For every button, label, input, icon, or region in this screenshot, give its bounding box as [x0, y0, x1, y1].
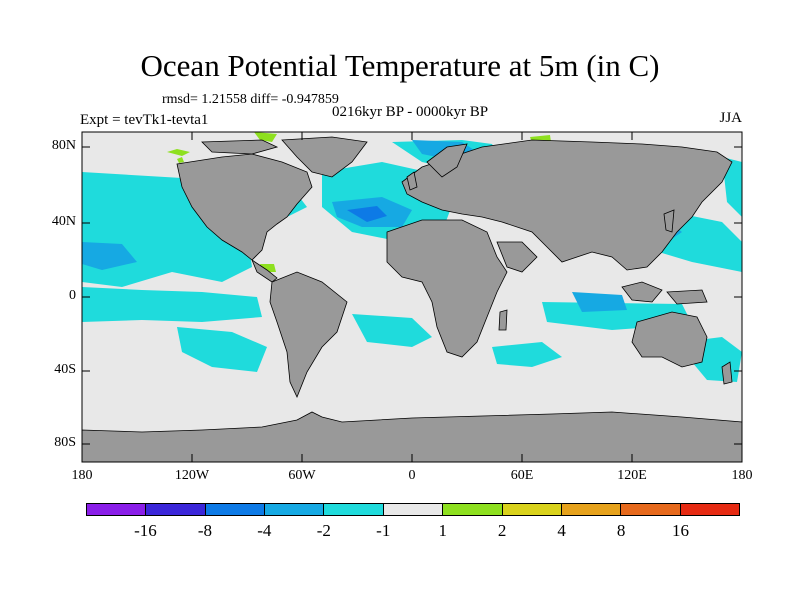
lon-ticks: [191, 132, 633, 462]
lon-label-180e: 180: [731, 468, 753, 483]
colorbar-box-6: [443, 504, 503, 515]
colorbar-label-0: -16: [134, 521, 157, 540]
colorbar-box-5: [383, 504, 444, 515]
colorbar-label-1: -8: [197, 521, 212, 540]
lat-label-40n: 40N: [51, 214, 76, 229]
lon-label-120e: 120E: [617, 468, 647, 483]
lon-label-180w: 180: [71, 468, 93, 483]
lon-label-60w: 60W: [288, 468, 316, 483]
colorbar-label-3: -2: [316, 521, 331, 540]
colorbar-label-4: -1: [376, 521, 391, 540]
colorbar-label-6: 2: [497, 521, 507, 540]
colorbar-box-10: [680, 504, 739, 515]
colorbar-box-7: [502, 504, 562, 515]
colorbar-label-2: -4: [257, 521, 272, 540]
experiment-label: Expt = tevTk1-tevta1: [80, 112, 209, 128]
period-text: 0216kyr BP - 0000kyr BP: [331, 104, 489, 120]
colorbar-box-1: [146, 504, 206, 515]
plot-title: Ocean Potential Temperature at 5m (in C): [140, 48, 660, 83]
colorbar-box-2: [205, 504, 266, 515]
lat-label-0: 0: [69, 288, 76, 303]
season-label: JJA: [719, 110, 742, 126]
lat-label-80n: 80N: [51, 138, 76, 153]
lat-label-80s: 80S: [54, 435, 76, 450]
colorbar-label-5: 1: [438, 521, 447, 540]
colorbar-box-8: [561, 504, 622, 515]
land-masses: [81, 136, 743, 463]
colorbar-box-0: [87, 504, 147, 515]
lon-label-60e: 60E: [510, 468, 534, 483]
colorbar: [86, 503, 740, 516]
lat-ticks: [82, 146, 742, 445]
colorbar-box-4: [324, 504, 384, 515]
lat-label-40s: 40S: [54, 362, 76, 377]
colorbar-box-9: [621, 504, 681, 515]
lon-label-0: 0: [408, 468, 416, 483]
lon-label-120w: 120W: [174, 468, 210, 483]
colorbar-label-7: 4: [557, 521, 566, 540]
colorbar-box-3: [265, 504, 325, 515]
colorbar-label-8: 8: [616, 521, 626, 540]
world-map: [81, 131, 743, 463]
colorbar-label-9: 16: [672, 521, 690, 540]
stats-text: rmsd= 1.21558 diff= -0.947859: [162, 92, 339, 107]
